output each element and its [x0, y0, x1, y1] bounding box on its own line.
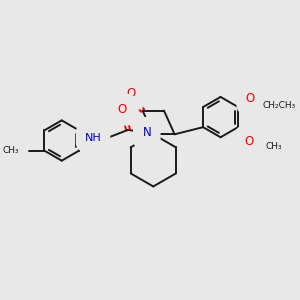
- Text: CH₃: CH₃: [266, 142, 282, 151]
- Text: N: N: [142, 126, 151, 139]
- Text: O: O: [118, 103, 127, 116]
- Text: NH: NH: [85, 133, 101, 142]
- Text: CH₃: CH₃: [3, 146, 19, 155]
- Text: CH₂CH₃: CH₂CH₃: [262, 101, 296, 110]
- Text: O: O: [245, 135, 254, 148]
- Text: O: O: [127, 88, 136, 100]
- Text: O: O: [246, 92, 255, 105]
